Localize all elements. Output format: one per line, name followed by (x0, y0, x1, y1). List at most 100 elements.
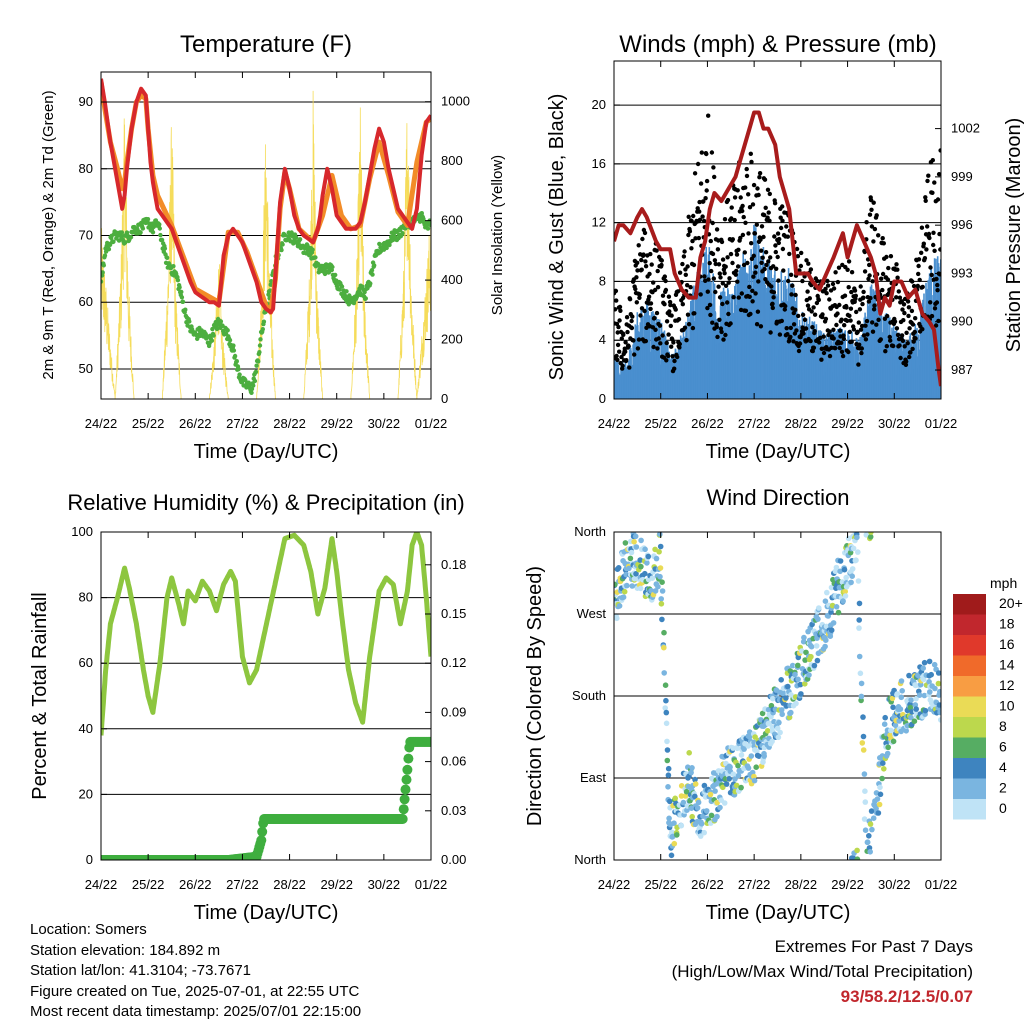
colorbar-label: 14 (999, 657, 1015, 673)
colorbar-swatch (953, 696, 986, 717)
gust-point (849, 270, 855, 275)
gust-point (786, 278, 791, 284)
dewpoint-point (157, 222, 162, 227)
gust-point (685, 264, 690, 269)
dewpoint-point (231, 348, 237, 353)
direction-point (858, 693, 865, 700)
gust-point (862, 269, 868, 274)
direction-point (644, 560, 650, 566)
gust-point (797, 341, 803, 346)
direction-point (735, 772, 742, 779)
direction-point (684, 807, 690, 813)
gust-point (879, 276, 884, 281)
gust-point (901, 318, 906, 323)
direction-point (748, 753, 755, 759)
gust-point (930, 158, 935, 163)
gust-point (670, 354, 675, 359)
gust-point (911, 339, 916, 344)
y-tick-label: 0 (86, 852, 93, 867)
y2-tick-label: 0.12 (441, 655, 466, 670)
direction-point (906, 672, 912, 679)
direction-point (674, 832, 680, 838)
gust-point (691, 262, 697, 268)
direction-point (890, 704, 896, 711)
direction-point (662, 682, 669, 688)
direction-point (870, 815, 877, 821)
gust-point (888, 254, 894, 259)
gust-point (615, 357, 620, 363)
x-tick-label: 26/22 (179, 416, 212, 431)
gust-point (731, 295, 736, 300)
gust-point (880, 271, 886, 277)
gust-point (621, 332, 626, 337)
gust-point (817, 340, 822, 345)
gust-point (891, 343, 896, 349)
gust-point (615, 342, 621, 348)
gust-point (870, 329, 876, 334)
gust-point (666, 332, 671, 337)
gust-point (903, 362, 909, 367)
colorbar-swatch (953, 594, 986, 615)
gust-point (768, 330, 773, 335)
gust-point (757, 171, 763, 176)
gust-point (913, 336, 918, 341)
gust-point (863, 323, 868, 328)
direction-point (860, 714, 866, 720)
gust-point (696, 235, 701, 241)
x-tick-label: 24/22 (85, 416, 118, 431)
gust-point (743, 220, 748, 225)
colorbar-swatch (953, 655, 986, 676)
dewpoint-point (158, 232, 163, 238)
gust-point (857, 307, 863, 312)
gust-point (750, 202, 756, 207)
direction-point (884, 750, 891, 757)
direction-point (864, 839, 871, 845)
gust-point (718, 275, 723, 280)
direction-point (678, 793, 685, 799)
direction-point (863, 532, 870, 538)
gust-point (830, 281, 836, 287)
direction-point (717, 804, 723, 811)
gust-point (819, 357, 824, 362)
gust-point (921, 241, 926, 246)
direction-point (885, 744, 891, 751)
direction-point (734, 745, 741, 752)
pressure-line (614, 110, 941, 387)
gust-point (784, 326, 789, 331)
gust-point (883, 349, 888, 354)
gust-point (827, 297, 832, 302)
gust-point (637, 295, 642, 300)
gust-point (796, 313, 801, 319)
gust-point (928, 300, 933, 305)
gust-point (917, 277, 922, 283)
direction-point (841, 566, 848, 573)
gust-point (859, 323, 865, 329)
direction-point (620, 594, 627, 600)
direction-point (703, 808, 710, 814)
gust-point (807, 296, 812, 301)
direction-point (877, 784, 883, 791)
precip-point (426, 736, 431, 747)
gust-point (617, 304, 623, 310)
gust-point (856, 362, 861, 367)
gust-point (687, 229, 693, 234)
gust-point (703, 196, 708, 201)
gust-point (669, 344, 674, 349)
direction-point (656, 549, 662, 555)
gust-point (841, 336, 846, 342)
direction-point (672, 795, 678, 802)
gust-point (842, 323, 847, 328)
gust-point (746, 231, 751, 236)
gust-point (798, 263, 804, 269)
direction-point (692, 776, 698, 783)
gust-point (778, 225, 784, 231)
dewpoint-point (256, 359, 261, 364)
direction-point (856, 617, 862, 623)
gust-point (773, 243, 778, 248)
direction-point (833, 604, 840, 610)
gust-point (935, 282, 940, 288)
gust-point (906, 313, 911, 319)
direction-point (890, 738, 897, 745)
direction-point (727, 764, 733, 770)
gust-point (775, 231, 781, 236)
